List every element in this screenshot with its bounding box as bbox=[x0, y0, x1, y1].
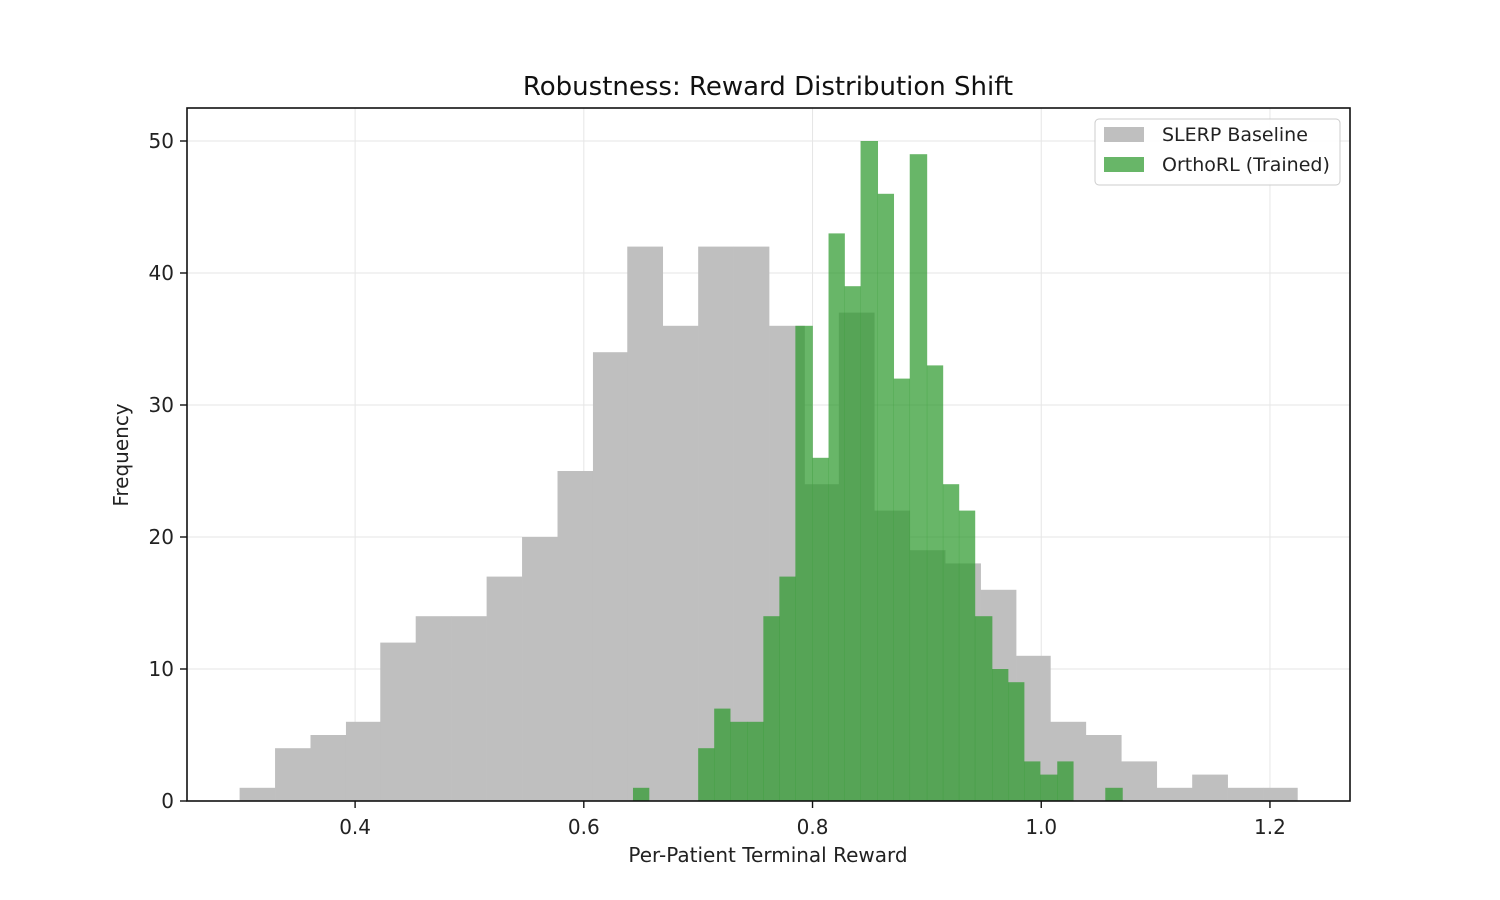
histogram-bars bbox=[239, 141, 1298, 802]
histogram-bar bbox=[1105, 787, 1123, 801]
histogram-bar bbox=[942, 484, 960, 801]
y-axis-ticks: 0 10 20 30 40 50 bbox=[149, 129, 187, 813]
histogram-bar bbox=[310, 735, 347, 801]
histogram-bar bbox=[1040, 774, 1058, 801]
histogram-bar bbox=[958, 510, 976, 801]
histogram-bar bbox=[275, 748, 311, 801]
x-tick-label: 0.8 bbox=[797, 815, 829, 839]
histogram-bar bbox=[860, 141, 879, 801]
y-tick-label: 50 bbox=[149, 129, 174, 153]
histogram-bar bbox=[380, 642, 417, 801]
legend-label-slerp: SLERP Baseline bbox=[1162, 124, 1308, 146]
histogram-bar bbox=[1024, 761, 1041, 801]
histogram-bar bbox=[763, 616, 780, 801]
histogram-bar bbox=[730, 721, 748, 801]
histogram-bar bbox=[926, 365, 944, 801]
histogram-bar bbox=[1121, 761, 1158, 801]
x-tick-label: 0.4 bbox=[339, 815, 371, 839]
histogram-bar bbox=[415, 616, 452, 801]
histogram-bar bbox=[992, 669, 1009, 801]
histogram-bar bbox=[828, 233, 845, 801]
y-tick-label: 40 bbox=[149, 261, 174, 285]
x-tick-label: 0.6 bbox=[568, 815, 600, 839]
histogram-bar bbox=[1008, 682, 1025, 801]
legend-label-orthorl: OrthoRL (Trained) bbox=[1162, 154, 1330, 176]
histogram-bar bbox=[974, 616, 993, 801]
histogram-bar bbox=[1156, 787, 1193, 801]
histogram-bar bbox=[522, 537, 558, 801]
histogram-bar bbox=[627, 246, 664, 802]
y-tick-label: 20 bbox=[149, 525, 174, 549]
x-tick-label: 1.0 bbox=[1025, 815, 1057, 839]
histogram-bar bbox=[345, 721, 381, 801]
y-tick-label: 10 bbox=[149, 657, 174, 681]
histogram-bar bbox=[779, 576, 796, 801]
legend: SLERP Baseline OrthoRL (Trained) bbox=[1094, 118, 1341, 186]
plot-area-frame bbox=[186, 107, 1351, 802]
histogram-bar bbox=[486, 576, 523, 801]
histogram-bar bbox=[698, 748, 715, 801]
histogram-bar bbox=[812, 457, 829, 801]
y-tick-label: 0 bbox=[161, 789, 174, 813]
histogram-bar bbox=[557, 471, 594, 801]
histogram-bar bbox=[662, 325, 699, 801]
x-tick-label: 1.2 bbox=[1254, 815, 1286, 839]
legend-swatch-slerp bbox=[1104, 127, 1144, 142]
legend-box bbox=[1094, 118, 1341, 186]
y-axis-label: Frequency bbox=[109, 403, 133, 506]
x-axis-label: Per-Patient Terminal Reward bbox=[628, 843, 907, 867]
histogram-bar bbox=[1227, 787, 1264, 801]
histogram-bar bbox=[877, 193, 895, 802]
histogram-bar bbox=[893, 378, 911, 801]
histogram-bar bbox=[844, 286, 861, 801]
chart-title: Robustness: Reward Distribution Shift bbox=[523, 72, 1013, 102]
histogram-bar bbox=[795, 325, 813, 801]
histogram-bar bbox=[714, 708, 731, 801]
x-axis-ticks: 0.4 0.6 0.8 1.0 1.2 bbox=[339, 801, 1286, 839]
histogram-bar bbox=[239, 787, 276, 801]
histogram-bar bbox=[592, 352, 628, 801]
histogram-bar bbox=[747, 721, 764, 801]
histogram-bar bbox=[1263, 787, 1298, 801]
histogram-bar bbox=[1192, 774, 1228, 801]
legend-swatch-orthorl bbox=[1104, 157, 1144, 172]
series-orthorl-trained bbox=[632, 141, 1123, 802]
histogram-bar bbox=[909, 154, 928, 801]
histogram-bar bbox=[451, 616, 487, 801]
histogram-bar bbox=[632, 787, 650, 801]
histogram-bar bbox=[1057, 761, 1074, 801]
y-tick-label: 30 bbox=[149, 393, 174, 417]
